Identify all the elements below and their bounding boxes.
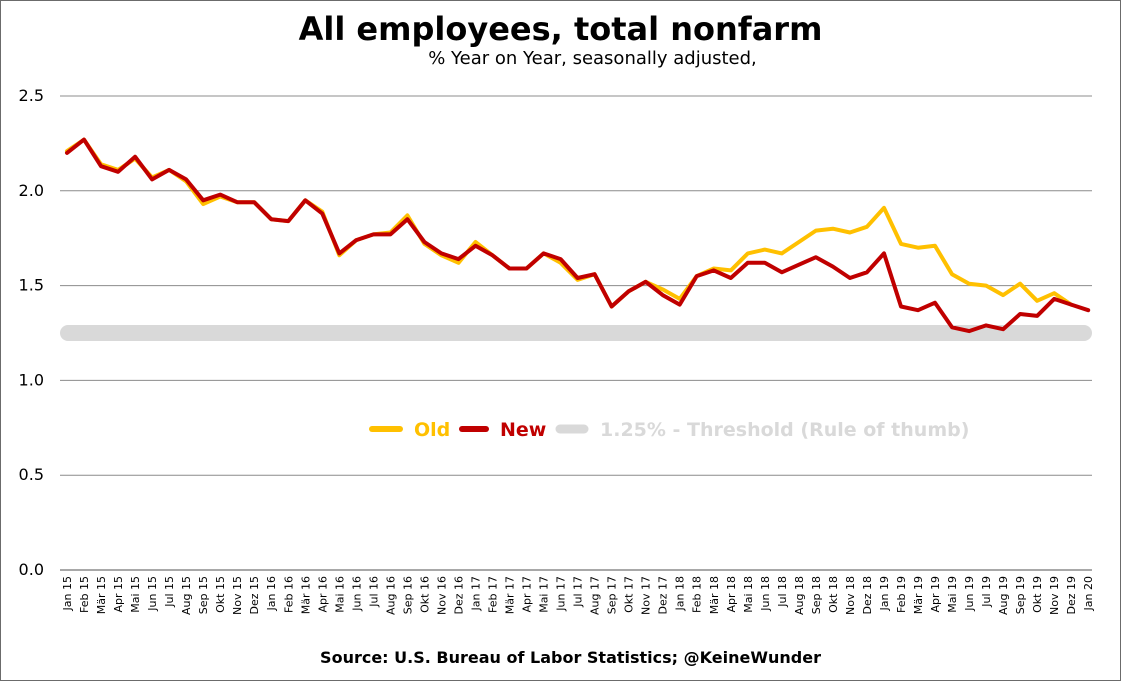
x-tick-label: Feb 19 [895, 576, 908, 613]
x-tick-label: Apr 17 [521, 576, 534, 613]
x-tick-label: Jan 17 [469, 576, 482, 611]
legend: Old New 1.25% - Threshold (Rule of thumb… [369, 419, 969, 441]
x-tick-label: Nov 17 [640, 576, 653, 615]
x-tick-label: Jan 19 [878, 576, 891, 611]
x-tick-label: Nov 16 [435, 576, 448, 615]
x-tick-label: Apr 15 [112, 576, 125, 613]
x-tick-label: Jan 18 [674, 576, 687, 611]
x-tick-label: Jul 16 [367, 576, 380, 608]
x-tick-label: Apr 16 [316, 576, 329, 613]
gridlines [60, 95, 1092, 571]
x-tick-label: Mär 16 [299, 576, 312, 614]
x-tick-label: Jan 20 [1082, 576, 1095, 611]
x-tick-label: Mär 17 [504, 576, 517, 614]
x-tick-label: Feb 15 [78, 576, 91, 613]
x-tick-label: Mai 16 [333, 576, 346, 613]
x-tick-label: Jan 16 [265, 576, 278, 611]
x-tick-label: Sep 15 [197, 576, 210, 614]
x-tick-label: Feb 17 [487, 576, 500, 613]
y-tick-label: 1.0 [19, 370, 44, 389]
x-tick-label: Jul 18 [776, 576, 789, 608]
x-tick-label: Okt 15 [214, 576, 227, 613]
x-tick-label: Mai 17 [538, 576, 551, 613]
x-tick-label: Dez 19 [1065, 576, 1078, 615]
chart-title: All employees, total nonfarm [298, 10, 823, 48]
x-tick-label: Nov 18 [844, 576, 857, 615]
x-tick-label: Jul 15 [163, 576, 176, 608]
x-tick-label: Aug 19 [997, 576, 1010, 615]
x-tick-label: Okt 18 [827, 576, 840, 613]
x-tick-label: Dez 16 [452, 576, 465, 615]
x-tick-label: Nov 19 [1048, 576, 1061, 615]
series-line-new [65, 137, 1091, 334]
x-tick-label: Apr 18 [725, 576, 738, 613]
x-axis-ticks: Jan 15 Feb 15 Mär 15 Apr 15 Mai 15 Jun 15 Jul … [61, 576, 1095, 615]
x-tick-label: Jul 19 [980, 576, 993, 608]
x-tick-label: Mär 15 [95, 576, 108, 614]
x-tick-label: Sep 19 [1014, 576, 1027, 614]
x-tick-label: Sep 18 [810, 576, 823, 614]
x-tick-label: Aug 16 [384, 576, 397, 615]
y-tick-label: 2.5 [19, 86, 44, 105]
x-tick-label: Aug 17 [589, 576, 602, 615]
x-tick-label: Jun 16 [350, 576, 363, 612]
x-tick-label: Sep 16 [401, 576, 414, 614]
legend-label-threshold: 1.25% - Threshold (Rule of thumb) [600, 419, 969, 441]
x-tick-label: Mär 19 [912, 576, 925, 614]
series-line-old [65, 137, 1074, 309]
x-tick-label: Dez 18 [861, 576, 874, 615]
legend-label-old: Old [414, 419, 450, 441]
x-tick-label: Aug 18 [793, 576, 806, 615]
legend-label-new: New [500, 419, 546, 441]
x-tick-label: Sep 17 [606, 576, 619, 614]
y-axis-ticks: 0.0 0.5 1.0 1.5 2.0 2.5 [19, 86, 44, 579]
x-tick-label: Mai 18 [742, 576, 755, 613]
y-tick-label: 0.5 [19, 465, 44, 484]
x-tick-label: Feb 16 [282, 576, 295, 613]
y-tick-label: 2.0 [19, 181, 44, 200]
chart-subtitle: % Year on Year, seasonally adjusted, [428, 48, 757, 69]
chart-source: Source: U.S. Bureau of Labor Statistics;… [320, 648, 821, 667]
x-tick-label: Dez 17 [657, 576, 670, 615]
x-tick-label: Okt 19 [1031, 576, 1044, 613]
y-tick-label: 0.0 [19, 560, 44, 579]
x-tick-label: Jun 19 [963, 576, 976, 612]
x-tick-label: Aug 15 [180, 576, 193, 615]
x-tick-label: Apr 19 [929, 576, 942, 613]
x-tick-label: Jun 17 [555, 576, 568, 612]
x-tick-label: Dez 15 [248, 576, 261, 615]
x-tick-label: Nov 15 [231, 576, 244, 615]
x-tick-label: Mär 18 [708, 576, 721, 614]
x-tick-label: Jun 18 [759, 576, 772, 612]
x-tick-label: Jul 17 [572, 576, 585, 608]
x-tick-label: Jun 15 [146, 576, 159, 612]
x-tick-label: Mai 15 [129, 576, 142, 613]
x-tick-label: Feb 18 [691, 576, 704, 613]
x-tick-label: Okt 17 [623, 576, 636, 613]
x-tick-label: Jan 15 [61, 576, 74, 611]
y-tick-label: 1.5 [19, 276, 44, 295]
x-tick-label: Okt 16 [418, 576, 431, 613]
series-lines [65, 137, 1091, 334]
x-tick-label: Mai 19 [946, 576, 959, 613]
